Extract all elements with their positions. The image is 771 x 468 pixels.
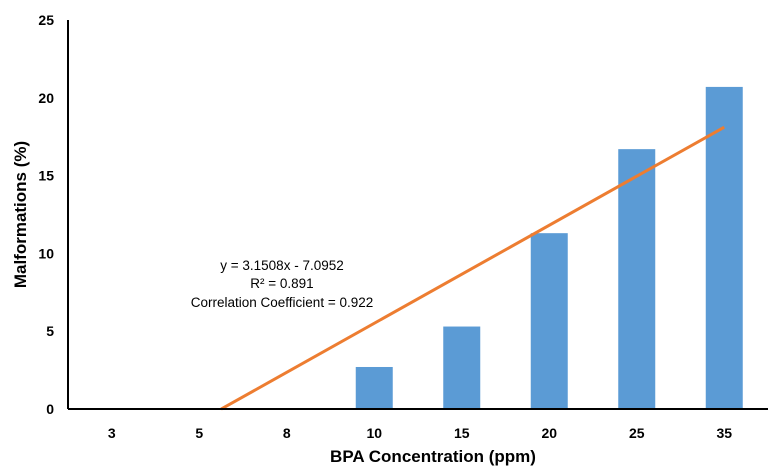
y-tick-label: 15 [38,168,54,184]
x-tick-label: 35 [716,425,732,441]
x-tick-label: 20 [541,425,557,441]
bar-10 [355,366,393,409]
y-axis-label: Malformations (%) [11,141,30,288]
y-tick-label: 5 [46,323,54,339]
bar-20 [530,233,568,409]
correlation-coefficient-label: Correlation Coefficient = 0.922 [191,295,374,310]
x-tick-label: 10 [366,425,382,441]
x-tick-label: 15 [454,425,470,441]
r-squared-label: R² = 0.891 [250,276,313,291]
trendline-equation: y = 3.1508x - 7.0952 [220,258,343,273]
y-tick-labels: 0 5 10 15 20 25 [38,12,54,417]
bar-25 [618,149,656,409]
x-tick-label: 3 [108,425,116,441]
x-tick-label: 8 [283,425,291,441]
x-tick-label: 25 [629,425,645,441]
x-tick-labels: 3 5 8 10 15 20 25 35 [108,425,732,441]
y-tick-label: 20 [38,90,54,106]
bar-35 [705,86,743,410]
bars-group [355,86,743,410]
y-tick-label: 25 [38,12,54,28]
trendline [220,125,725,411]
y-tick-label: 0 [46,401,54,417]
bar-15 [443,326,481,409]
x-axis-label: BPA Concentration (ppm) [330,447,536,466]
x-tick-label: 5 [195,425,203,441]
y-tick-label: 10 [38,245,54,261]
